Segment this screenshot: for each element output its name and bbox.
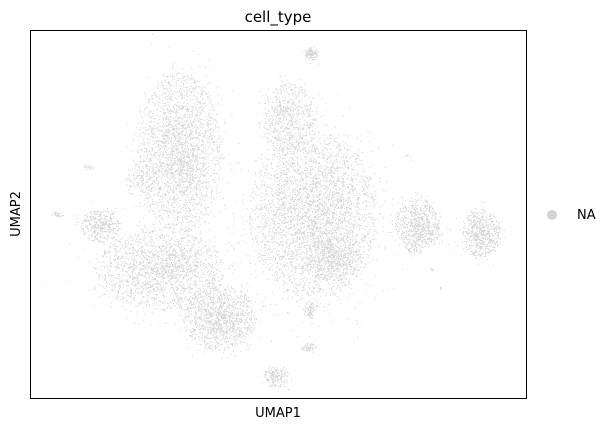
cluster-points [388, 192, 452, 270]
cluster-points [84, 164, 95, 171]
legend-marker-na [547, 210, 557, 220]
cluster-points [439, 286, 442, 291]
cluster-18 [439, 286, 442, 291]
cluster-points [50, 211, 64, 218]
cluster-points [75, 201, 121, 247]
scatter-points [44, 34, 506, 393]
cluster-12 [301, 342, 317, 353]
cluster-9 [170, 271, 272, 359]
cluster-2 [257, 75, 321, 175]
legend: NA [547, 208, 596, 223]
cluster-0 [126, 34, 246, 270]
cluster-points [301, 342, 317, 353]
chart-title: cell_type [245, 8, 312, 27]
cluster-15 [452, 202, 506, 267]
y-axis-label: UMAP2 [9, 191, 24, 237]
cluster-5 [75, 201, 121, 247]
cluster-7 [84, 164, 95, 171]
cluster-11 [303, 299, 321, 324]
cluster-13 [261, 366, 292, 393]
cluster-14 [388, 192, 452, 270]
plot-frame [30, 30, 527, 399]
legend-label-na: NA [577, 208, 596, 223]
x-axis-label: UMAP1 [255, 406, 301, 421]
cluster-points [303, 46, 320, 65]
cluster-16 [405, 154, 412, 158]
cluster-6 [50, 211, 64, 218]
cluster-points [261, 366, 292, 393]
cluster-points [430, 267, 434, 272]
cluster-8 [44, 208, 256, 327]
cluster-points [405, 154, 412, 158]
cluster-points [303, 299, 321, 324]
cluster-points [44, 208, 256, 327]
cluster-17 [430, 267, 434, 272]
cluster-points [452, 202, 506, 267]
cluster-points [126, 34, 246, 270]
cluster-points [257, 75, 321, 175]
cluster-points [170, 271, 272, 359]
cluster-10 [303, 46, 320, 65]
